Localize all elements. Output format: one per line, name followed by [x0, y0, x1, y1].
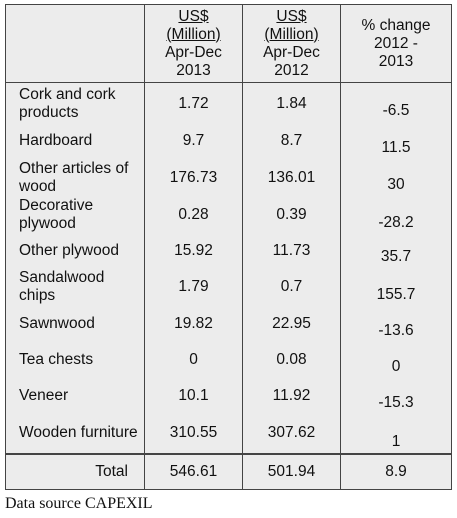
- table-row: Wooden furniture 310.55 307.62 1: [5, 413, 452, 454]
- header-2012-currency: US$: [276, 7, 307, 25]
- table-row: Hardboard 9.7 8.7 11.5: [5, 122, 452, 159]
- header-2012-year: 2012: [274, 61, 309, 79]
- row-change: 0: [340, 341, 452, 379]
- row-value-2012: 307.62: [242, 413, 341, 454]
- row-value-2012: 0.08: [242, 341, 341, 379]
- row-name: Cork and cork products: [5, 82, 145, 123]
- header-2013-period: Apr-Dec: [165, 43, 222, 61]
- header-change: % change 2012 - 2013: [340, 4, 452, 83]
- row-value-2013: 19.82: [144, 306, 243, 342]
- row-value-2012: 11.73: [242, 233, 341, 268]
- row-change: -13.6: [340, 306, 452, 342]
- row-value-2012: 0.7: [242, 267, 341, 307]
- table-row: Other articles of wood 176.73 136.01 30: [5, 158, 452, 197]
- total-value-2013: 546.61: [144, 453, 243, 490]
- row-value-2013: 15.92: [144, 233, 243, 268]
- row-value-2013: 0: [144, 341, 243, 379]
- row-value-2013: 176.73: [144, 158, 243, 197]
- row-value-2013: 1.72: [144, 82, 243, 123]
- row-name: Sawnwood: [5, 306, 145, 342]
- header-2013-currency: US$: [178, 7, 209, 25]
- header-change-line2: 2012 -: [374, 34, 418, 52]
- row-value-2013: 10.1: [144, 378, 243, 414]
- header-2013: US$ (Million) Apr-Dec 2013: [144, 4, 243, 83]
- row-value-2012: 11.92: [242, 378, 341, 414]
- table-row: Other plywood 15.92 11.73 35.7: [5, 233, 452, 268]
- row-change: 155.7: [340, 267, 452, 307]
- row-change: -28.2: [340, 196, 452, 234]
- total-value-2012: 501.94: [242, 453, 341, 490]
- row-value-2013: 1.79: [144, 267, 243, 307]
- header-2012-unit: (Million): [264, 25, 319, 43]
- header-2013-unit: (Million): [166, 25, 221, 43]
- table-row: Veneer 10.1 11.92 -15.3: [5, 378, 452, 414]
- row-change: 35.7: [340, 233, 452, 268]
- header-blank-cell: [5, 4, 145, 83]
- row-value-2013: 0.28: [144, 196, 243, 234]
- table-row: Sandalwood chips 1.79 0.7 155.7: [5, 267, 452, 307]
- row-value-2012: 0.39: [242, 196, 341, 234]
- table-row: Sawnwood 19.82 22.95 -13.6: [5, 306, 452, 342]
- row-name: Tea chests: [5, 341, 145, 379]
- row-name: Hardboard: [5, 122, 145, 159]
- row-change: 1: [340, 413, 452, 454]
- data-source-note: Data source CAPEXIL: [5, 495, 153, 512]
- table-row: Cork and cork products 1.72 1.84 -6.5: [5, 82, 452, 123]
- header-2013-year: 2013: [176, 61, 211, 79]
- row-change: -6.5: [340, 82, 452, 123]
- row-name: Wooden furniture: [5, 413, 145, 454]
- total-change: 8.9: [340, 453, 452, 490]
- header-change-line1: % change: [361, 16, 431, 34]
- total-label: Total: [5, 453, 145, 490]
- row-value-2012: 8.7: [242, 122, 341, 159]
- row-value-2012: 1.84: [242, 82, 341, 123]
- row-value-2013: 9.7: [144, 122, 243, 159]
- row-change: -15.3: [340, 378, 452, 414]
- row-change: 11.5: [340, 122, 452, 159]
- row-value-2012: 22.95: [242, 306, 341, 342]
- total-row: Total 546.61 501.94 8.9: [5, 453, 452, 490]
- row-name: Veneer: [5, 378, 145, 414]
- row-change: 30: [340, 158, 452, 197]
- row-value-2013: 310.55: [144, 413, 243, 454]
- header-change-line3: 2013: [378, 52, 414, 70]
- header-2012-period: Apr-Dec: [263, 43, 320, 61]
- table-row: Decorative plywood 0.28 0.39 -28.2: [5, 196, 452, 234]
- header-2012: US$ (Million) Apr-Dec 2012: [242, 4, 341, 83]
- export-table: US$ (Million) Apr-Dec 2013 US$ (Million)…: [5, 4, 452, 490]
- row-name: Other articles of wood: [5, 158, 145, 197]
- row-name: Other plywood: [5, 233, 145, 268]
- row-name: Sandalwood chips: [5, 267, 145, 307]
- row-value-2012: 136.01: [242, 158, 341, 197]
- row-name: Decorative plywood: [5, 196, 145, 234]
- table-row: Tea chests 0 0.08 0: [5, 341, 452, 379]
- header-row: US$ (Million) Apr-Dec 2013 US$ (Million)…: [5, 4, 452, 83]
